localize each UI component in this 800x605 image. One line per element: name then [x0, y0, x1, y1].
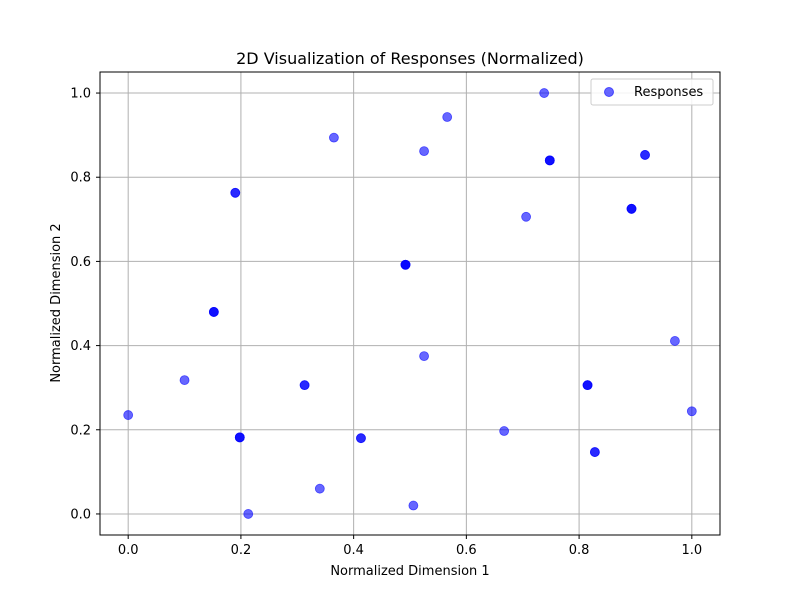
- y-tick-label: 0.6: [70, 255, 91, 270]
- legend: Responses: [590, 78, 714, 106]
- data-point: [419, 351, 429, 362]
- data-point: [400, 259, 411, 270]
- y-tick-label: 0.0: [70, 507, 91, 522]
- y-axis-title: Normalized Dimension 2: [49, 223, 64, 382]
- data-point: [179, 375, 190, 386]
- y-tick-label: 1.0: [70, 87, 91, 102]
- y-tick-label: 0.4: [70, 339, 91, 354]
- data-point: [686, 406, 697, 417]
- data-point: [123, 410, 134, 420]
- legend-label-responses: Responses: [634, 85, 703, 100]
- data-point: [243, 509, 254, 519]
- data-point: [544, 155, 555, 166]
- grid-layer: [100, 72, 720, 535]
- ticks-layer: 0.0 0.2 0.4 0.6 0.8 1.0 0.0 0.2 0.4 0.6 0.8 1.0: [70, 87, 702, 558]
- data-point: [329, 132, 339, 143]
- data-point: [442, 112, 453, 122]
- x-axis-title: Normalized Dimension 1: [330, 564, 489, 579]
- data-point: [640, 150, 650, 160]
- x-tick-label: 1.0: [681, 543, 702, 558]
- data-point: [539, 88, 550, 98]
- legend-marker: [604, 87, 614, 97]
- y-tick-label: 0.8: [70, 171, 91, 186]
- data-point: [208, 307, 219, 317]
- data-point: [521, 211, 532, 222]
- x-tick-label: 0.2: [231, 543, 252, 558]
- y-tick-label: 0.2: [70, 423, 91, 438]
- data-point: [670, 336, 680, 346]
- data-point: [582, 380, 593, 391]
- points-layer: [123, 88, 697, 519]
- x-tick-label: 0.8: [569, 543, 590, 558]
- data-point: [356, 433, 366, 444]
- data-point: [230, 187, 241, 198]
- legend-box: [590, 78, 714, 106]
- data-point: [419, 146, 429, 157]
- plot-frame: [99, 71, 721, 536]
- x-tick-label: 0.6: [456, 543, 477, 558]
- data-point: [299, 380, 310, 391]
- data-point: [589, 447, 600, 457]
- x-tick-label: 0.0: [118, 543, 139, 558]
- data-point: [499, 426, 510, 436]
- data-point: [408, 500, 419, 511]
- data-point: [314, 483, 325, 494]
- chart-title: 2D Visualization of Responses (Normalize…: [236, 49, 584, 68]
- data-point: [626, 203, 637, 214]
- data-point: [234, 432, 245, 443]
- x-tick-label: 0.4: [343, 543, 364, 558]
